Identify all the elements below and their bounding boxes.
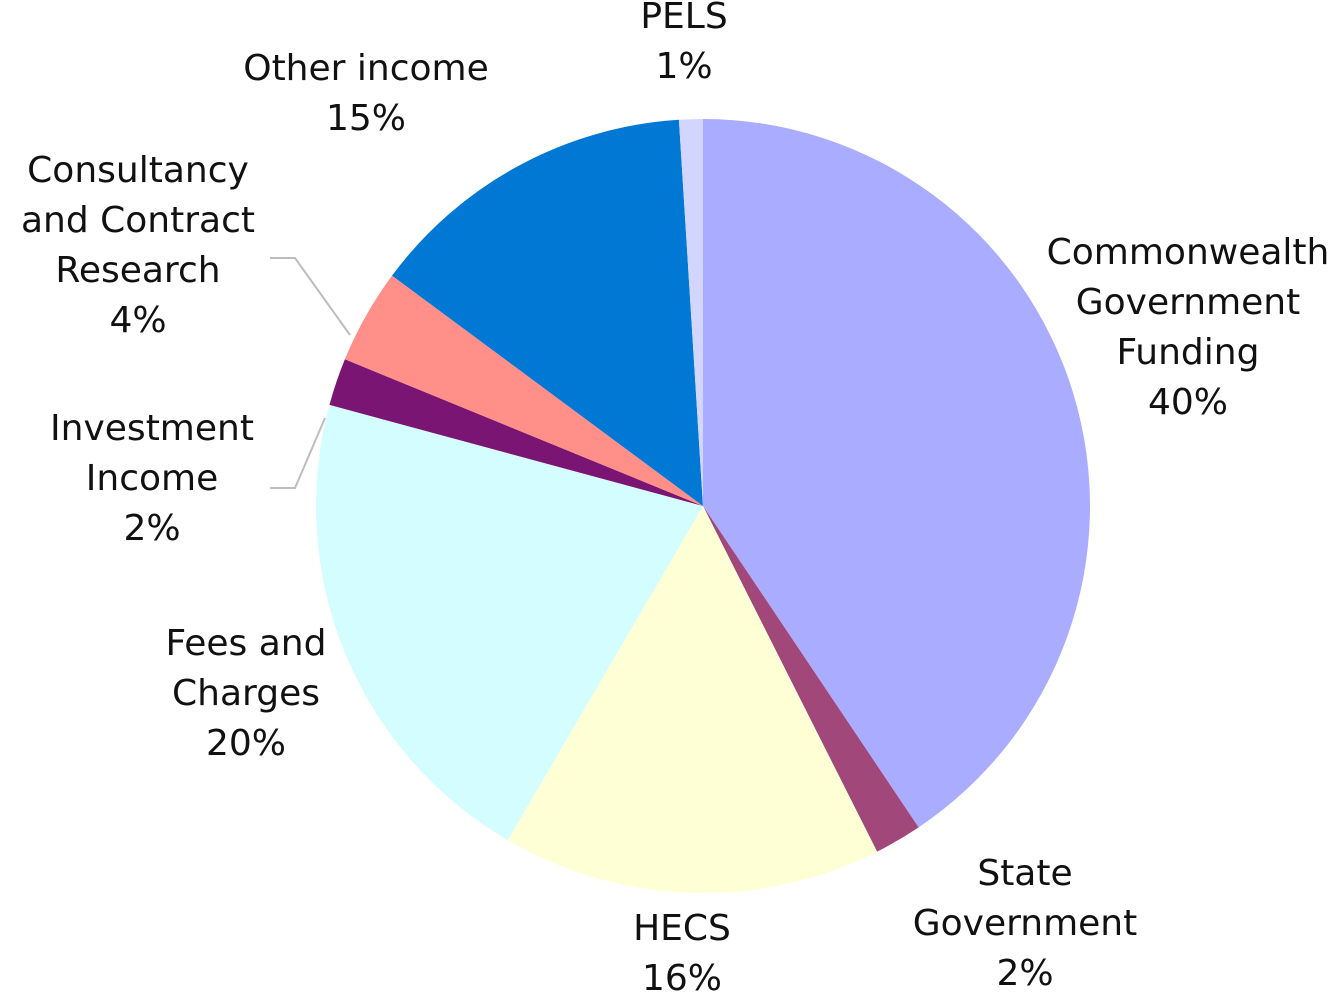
- slice-name-line: and Contract: [21, 200, 255, 241]
- slice-percent-label: 2%: [996, 953, 1053, 994]
- slice-name-line: State: [977, 853, 1072, 894]
- pie-slice-consultancy-and-contract-research: [344, 275, 703, 506]
- slice-name-line: Other income: [243, 48, 489, 89]
- slice-name-line: Research: [55, 250, 220, 291]
- slice-name-line: Consultancy: [27, 150, 249, 191]
- pie-slice-investment-income: [329, 359, 703, 506]
- leader-line-consultancy: [270, 257, 351, 336]
- slice-label-hecs: HECS 16%: [633, 908, 731, 999]
- slice-labels: Commonwealth Government Funding 40% State Gov…: [21, 0, 1329, 999]
- leader-lines: [270, 257, 351, 489]
- slice-percent-label: 2%: [123, 508, 180, 549]
- slice-label-commonwealth-government-funding: Commonwealth Government Funding 40%: [1047, 232, 1330, 423]
- slice-label-pels: PELS 1%: [640, 0, 727, 87]
- pie-slices: [316, 119, 1090, 893]
- slice-percent-label: 20%: [206, 723, 286, 764]
- slice-name-line: Funding: [1117, 332, 1260, 373]
- slice-percent-label: 4%: [109, 300, 166, 341]
- slice-percent-label: 15%: [326, 98, 406, 139]
- slice-name-line: Investment: [50, 408, 254, 449]
- slice-name-line: Government: [1076, 282, 1301, 323]
- slice-label-investment-income: Investment Income 2%: [50, 408, 254, 549]
- slice-name-line: PELS: [640, 0, 727, 37]
- pie-slice-hecs: [507, 506, 878, 893]
- slice-name-line: Fees and: [166, 623, 327, 664]
- slice-name-line: Income: [86, 458, 218, 499]
- leader-line-investment: [270, 417, 326, 489]
- slice-name-line: HECS: [633, 908, 731, 949]
- slice-percent-label: 40%: [1148, 382, 1228, 423]
- slice-label-state-government: State Government 2%: [913, 853, 1138, 994]
- pie-slice-pels: [678, 119, 703, 506]
- slice-label-fees-and-charges: Fees and Charges 20%: [166, 623, 327, 764]
- pie-slice-commonwealth-government-funding: [703, 119, 1090, 828]
- slice-name-line: Government: [913, 903, 1138, 944]
- slice-label-other-income: Other income 15%: [243, 48, 489, 139]
- slice-name-line: Commonwealth: [1047, 232, 1330, 273]
- pie-slice-other-income: [392, 119, 703, 506]
- slice-percent-label: 16%: [642, 958, 722, 999]
- pie-slice-state-government: [703, 506, 919, 852]
- pie-slice-fees-and-charges: [316, 404, 703, 841]
- slice-label-consultancy-and-contract-research: Consultancy and Contract Research 4%: [21, 150, 255, 341]
- slice-percent-label: 1%: [655, 46, 712, 87]
- slice-name-line: Charges: [172, 673, 320, 714]
